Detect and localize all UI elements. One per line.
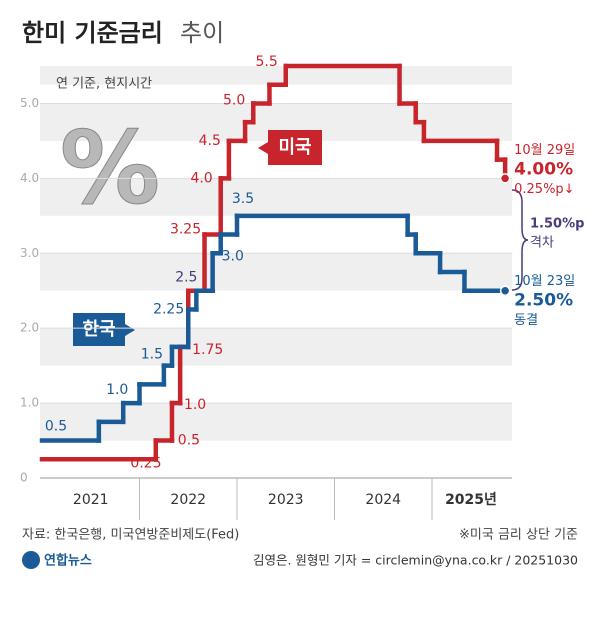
y-tick-label: 0 (20, 471, 28, 485)
gap-brace (511, 189, 529, 291)
value-label: 3.0 (222, 248, 244, 264)
credit: 김영은. 원형민 기자 = circlemin@yna.co.kr / 2025… (253, 553, 578, 568)
logo: 연합뉴스 (44, 553, 92, 569)
subtitle: 연 기준, 현지시간 (56, 77, 152, 92)
x-tick-label: 2023 (268, 492, 304, 508)
end-point (499, 285, 511, 296)
value-label: 3.25 (170, 222, 201, 238)
y-tick-label: 2.0 (20, 321, 39, 335)
x-tick-label: 2022 (170, 492, 206, 508)
y-tick-label: 1.0 (20, 396, 39, 410)
end-note: 동결 (514, 313, 538, 328)
x-tick-label: 2021 (73, 492, 109, 508)
chart-title-suffix: 추이 (180, 19, 224, 47)
value-label: 2.50% (514, 291, 573, 311)
icon: % (60, 109, 160, 226)
value-label: 3.5 (232, 191, 254, 207)
end-note: 0.25%p↓ (514, 182, 574, 197)
band (40, 66, 512, 85)
value-label: 1.0 (106, 382, 128, 398)
chart-title: 한미 기준금리 (22, 19, 163, 47)
y-tick-label: 4.0 (20, 171, 39, 185)
x-tick-label: 2025년 (445, 492, 497, 508)
value-label: 2.5 (175, 270, 197, 286)
legend-label: 한국 (82, 319, 115, 340)
value-label: 0.5 (45, 419, 67, 435)
end-date: 10월 23일 (514, 274, 575, 289)
value-label: 5.5 (255, 54, 277, 70)
value-label: 1.5 (141, 347, 163, 363)
end-point (499, 173, 511, 184)
source: 자료: 한국은행, 미국연방준비제도(Fed) (22, 527, 239, 543)
gap-note: 격차 (530, 236, 554, 251)
logo-icon (22, 551, 40, 569)
legend-badge (258, 130, 322, 165)
value-label: 4.0 (190, 170, 212, 186)
y-tick-label: 5.0 (20, 96, 39, 110)
note: ※미국 금리 상단 기준 (459, 528, 578, 543)
value-label: 5.0 (223, 92, 245, 108)
band (40, 253, 512, 291)
legend-badge (73, 313, 135, 346)
value-label: 4.00% (514, 159, 573, 179)
value-label: 1.75 (192, 342, 223, 358)
value-label: 0.25 (130, 455, 161, 471)
value-label: 4.5 (199, 133, 221, 149)
end-date: 10월 29일 (514, 143, 575, 158)
x-tick-label: 2024 (365, 492, 401, 508)
band (40, 178, 512, 216)
value-label: 0.5 (178, 433, 200, 449)
legend-label: 미국 (278, 137, 311, 158)
value-label: 2.25 (153, 301, 184, 317)
gap-label: 1.50%p (530, 217, 584, 232)
series (39, 213, 511, 443)
value-label: 1.0 (184, 397, 206, 413)
y-tick-label: 3.0 (20, 246, 39, 260)
